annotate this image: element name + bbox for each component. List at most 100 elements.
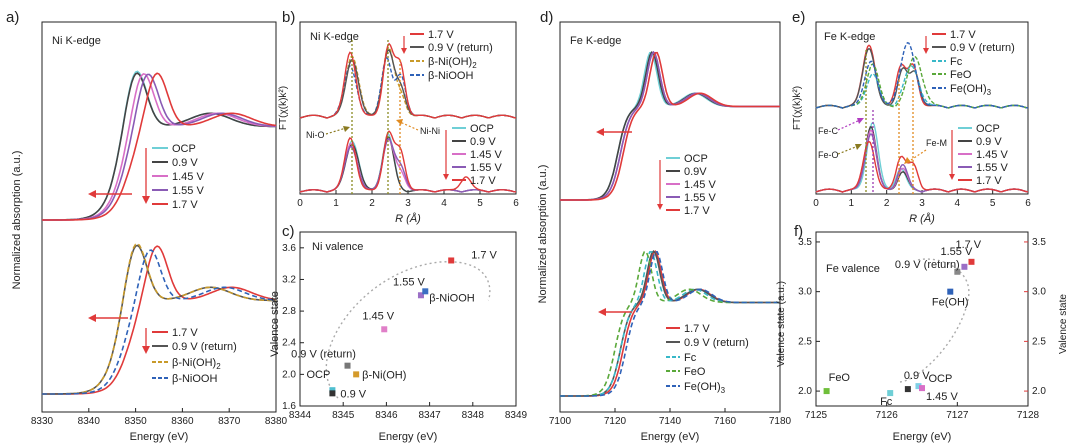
point-label: β-NiOOH (429, 292, 474, 304)
x-tick-label: 7180 (769, 416, 792, 427)
legend-item: 0.9V (684, 166, 707, 178)
panel-c-guide-arc (325, 261, 491, 399)
legend-item: β-NiOOH (172, 373, 217, 385)
x-tick-label: 1 (849, 198, 855, 209)
x-tick-label: 8340 (78, 416, 101, 427)
legend-item: 1.55 V (976, 162, 1008, 174)
panel-c-frame (299, 231, 517, 407)
panel-b-legend-top: 1.7 V 0.9 V (return) β-Ni(OH)2 β-NiOOH (401, 29, 493, 82)
x-tick-label: 7100 (549, 416, 572, 427)
panel-c-title: Ni valence (312, 241, 363, 253)
y-tick-label-right: 3.0 (1032, 287, 1046, 298)
series-line (42, 245, 277, 395)
panel-c: c) Ni valence Valence state Energy (eV) … (269, 223, 528, 443)
point-label: FeO (829, 372, 851, 384)
data-point (919, 385, 925, 392)
legend-item: β-NiOOH (428, 70, 473, 82)
panel-d-title: Fe K-edge (570, 35, 621, 47)
panel-b-annotation-nini: Ni-Ni (420, 126, 440, 136)
panel-a-bottom-series (42, 242, 277, 395)
panel-e-annotation-fec: Fe-C (818, 126, 839, 136)
x-tick-label: 8346 (375, 410, 398, 421)
legend-item: 1.7 V (470, 175, 496, 187)
legend-item: 1.55 V (172, 185, 204, 197)
panel-a-letter: a) (6, 9, 19, 26)
panel-b-curves (299, 42, 516, 193)
x-tick-label: 8349 (505, 410, 528, 421)
legend-item: OCP (172, 143, 196, 155)
panel-c-ylabel: Valence state (269, 291, 281, 357)
point-label: 1.55 V (393, 276, 425, 288)
panel-c-xlabel: Energy (eV) (379, 431, 438, 443)
panel-a: a) Ni K-edge Normalized absorption (a.u.… (6, 9, 288, 443)
panel-f-ticks: 7125 7126 7127 7128 2.0 2.5 3.0 3.5 2.0 2.5 3.0 3.5 (798, 237, 1046, 421)
panel-e-xticks: 0 1 2 3 4 5 6 (813, 190, 1031, 209)
data-point (947, 288, 954, 295)
x-tick-label: 8348 (462, 410, 485, 421)
legend-item: β-Ni(OH)2 (428, 56, 477, 70)
x-tick-label: 7125 (805, 410, 828, 421)
panel-a-frame (41, 21, 277, 413)
legend-item: 1.45 V (684, 179, 716, 191)
legend-item: 1.7 V (172, 199, 198, 211)
panel-a-legend-arrowhead-top (142, 196, 150, 204)
legend-item: 1.45 V (976, 149, 1008, 161)
point-label: β-Ni(OH) (362, 369, 406, 381)
legend-item: 0.9 V (470, 136, 496, 148)
y-tick-label-right: 2.5 (1032, 336, 1046, 347)
panel-e-curves (815, 42, 1029, 193)
x-tick-label: 7120 (604, 416, 627, 427)
panel-d-xlabel: Energy (eV) (641, 431, 700, 443)
panel-e-letter: e) (792, 9, 805, 26)
data-point (954, 268, 961, 275)
legend-item: β-Ni(OH)2 (172, 357, 221, 371)
panel-a-xticks: 8330 8340 8350 8360 8370 8380 (31, 408, 288, 427)
series-line (815, 140, 1029, 193)
panel-a-legend-arrowhead-bottom (142, 346, 150, 354)
data-point (417, 292, 424, 299)
x-tick-label: 3 (919, 198, 925, 209)
panel-f-letter: f) (794, 223, 803, 240)
point-label: Fc (880, 396, 893, 408)
panel-f: f) Fe valence Valence state (a.u.) Valen… (776, 223, 1069, 443)
legend-item: 1.55 V (684, 192, 716, 204)
legend-item: 1.45 V (470, 149, 502, 161)
series-line (560, 250, 780, 397)
x-tick-label: 8347 (418, 410, 441, 421)
panel-a-legend-bottom: 1.7 V 0.9 V (return) β-Ni(OH)2 β-NiOOH (152, 327, 237, 385)
panel-e-legend-bottom: OCP 0.9 V 1.45 V 1.55 V 1.7 V (949, 123, 1008, 187)
series-line (299, 42, 516, 119)
data-point (329, 390, 336, 397)
point-label: 1.55 V (940, 246, 972, 258)
series-line (299, 130, 516, 193)
panel-b-xticks: 0 1 2 3 4 5 6 (297, 190, 519, 209)
panel-d: d) Fe K-edge Normalized absorption (a.u.… (537, 9, 792, 443)
y-tick-label: 1.6 (282, 401, 296, 412)
legend-item: 1.7 V (428, 29, 454, 41)
panel-d-letter: d) (540, 9, 553, 26)
point-label: OCP (306, 369, 330, 381)
legend-item: 1.7 V (950, 29, 976, 41)
x-tick-label: 4 (441, 198, 447, 209)
x-tick-label: 8330 (31, 416, 54, 427)
series-line (560, 249, 780, 397)
series-line (42, 249, 277, 395)
x-tick-label: 8350 (124, 416, 147, 427)
x-tick-label: 8380 (265, 416, 288, 427)
legend-item: Fc (684, 352, 697, 364)
panel-d-ylabel: Normalized absorption (a.u.) (537, 165, 549, 304)
x-tick-label: 8345 (332, 410, 355, 421)
y-tick-label: 3.2 (282, 274, 296, 285)
x-tick-label: 6 (513, 198, 519, 209)
y-tick-label-right: 2.0 (1032, 386, 1046, 397)
series-line (560, 51, 780, 201)
panel-b-letter: b) (282, 9, 295, 26)
panel-f-ylabel: Valence state (a.u.) (776, 281, 787, 367)
panel-b-annotation-nio: Ni-O (306, 130, 325, 140)
point-label: Fe(OH) (932, 297, 969, 309)
panel-d-xticks: 7100 7120 7140 7160 7180 (549, 408, 792, 427)
x-tick-label: 1 (333, 198, 339, 209)
series-line (815, 42, 1028, 109)
data-point (823, 388, 830, 395)
